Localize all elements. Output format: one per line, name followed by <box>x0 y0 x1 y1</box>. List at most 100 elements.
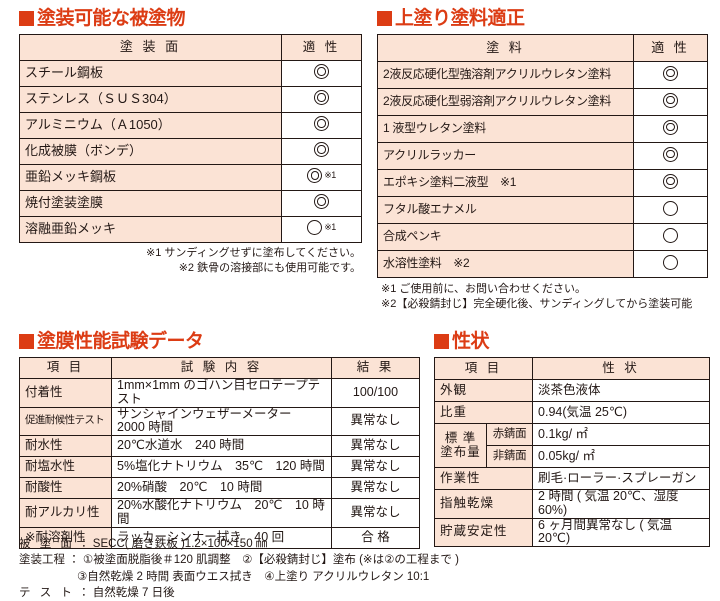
table-row: 耐酸性 20%硝酸 20℃ 10 時間 異常なし <box>19 477 420 499</box>
table-row: 標 準 塗布量 赤錆面 0.1kg/ ㎡ <box>434 423 711 468</box>
table-row: アクリルラッカー <box>377 142 708 170</box>
section-filmtest: 塗膜性能試験データ 項 目 試 験 内 容 結 果 付着性 1mm×1mm のゴ… <box>19 332 420 549</box>
cell-surface: アルミニウム（Ａ1050） <box>19 112 282 139</box>
cell-item: 耐水性 <box>19 435 112 457</box>
cell-result: 異常なし <box>331 435 420 457</box>
cell-value: 0.94(気温 25℃) <box>532 401 711 424</box>
section-title-properties: 性状 <box>434 332 709 351</box>
cell-suitability: ※1 <box>281 216 362 243</box>
table-row: フタル酸エナメル <box>377 196 708 224</box>
footer-line-substrate: 被 塗 面 ： SECC( 磨き鉄板 )1.2×100×150 ㎜ <box>19 538 268 550</box>
section-title-text: 塗装可能な被塗物 <box>37 8 186 29</box>
cell-value: 0.05kg/ ㎡ <box>532 445 711 468</box>
double-circle-icon <box>314 142 329 158</box>
single-circle-icon <box>663 200 678 216</box>
table-header-row: 塗 装 面 適 性 <box>19 34 362 61</box>
footer-line-process: 塗装工程 ： ①被塗面脱脂後＃120 肌調整 ②【必殺錆封じ】塗布 (※は②の工… <box>19 554 459 567</box>
table-row: 2液反応硬化型弱溶剤アクリルウレタン塗料 <box>377 88 708 116</box>
table-topcoat: 塗 料 適 性 2液反応硬化型強溶剤アクリルウレタン塗料 2液反応硬化型弱溶剤ア… <box>377 34 708 278</box>
note-line: ※2【必殺錆封じ】完全硬化後、サンディングしてから塗装可能 <box>381 297 693 310</box>
square-bullet-icon <box>377 11 392 26</box>
notes-coatables: ※1 サンディングせずに塗布してください。 ※2 鉄骨の溶接部にも使用可能です。 <box>19 246 361 276</box>
cell-paint: 合成ペンキ <box>377 223 634 251</box>
footer-line-test: テ ス ト ： 自然乾燥 7 日後 <box>19 586 175 599</box>
footer-value: ①被塗面脱脂後＃120 肌調整 ②【必殺錆封じ】塗布 (※は②の工程まで ) <box>82 554 459 567</box>
cell-suitability <box>281 86 362 113</box>
table-row: 耐アルカリ性 20%水酸化ナトリウム 20℃ 10 時間 異常なし <box>19 498 420 528</box>
single-circle-icon <box>663 227 678 243</box>
cell-testcontent: 20%硝酸 20℃ 10 時間 <box>111 477 332 499</box>
double-circle-icon <box>314 64 329 80</box>
cell-paint: 2液反応硬化型弱溶剤アクリルウレタン塗料 <box>377 88 634 116</box>
cell-suitability <box>633 250 708 278</box>
cell-surface: 化成被膜（ボンデ） <box>19 138 282 165</box>
cell-label: 指触乾燥 <box>433 489 534 519</box>
cell-sublabel: 赤錆面 <box>485 423 534 446</box>
double-circle-icon <box>314 194 329 210</box>
cell-value: 刷毛·ローラー·スプレーガン <box>532 467 711 490</box>
cell-result: 異常なし <box>331 477 420 499</box>
section-coatables: 塗装可能な被塗物 塗 装 面 適 性 スチール鋼板 ステンレス（ＳＵＳ304） <box>19 8 362 276</box>
double-circle-icon <box>314 116 329 132</box>
cell-result: 合 格 <box>331 526 420 549</box>
col-header-item: 項 目 <box>19 357 112 379</box>
cell-testcontent: 1mm×1mm のゴハン目セロテープテスト <box>111 378 332 408</box>
cell-paint: 1 液型ウレタン塗料 <box>377 115 634 143</box>
table-row: スチール鋼板 <box>19 60 362 87</box>
footer-notes: 被 塗 面 ： SECC( 磨き鉄板 )1.2×100×150 ㎜ 塗装工程 ：… <box>19 536 709 601</box>
table-header-row: 塗 料 適 性 <box>377 34 708 62</box>
table-row: 合成ペンキ <box>377 223 708 251</box>
section-title-filmtest: 塗膜性能試験データ <box>19 332 419 351</box>
table-row: 指触乾燥 2 時間 ( 気温 20℃、湿度 60%) <box>433 489 711 519</box>
col-header-paint: 塗 料 <box>377 34 634 62</box>
table-row: 作業性 刷毛·ローラー·スプレーガン <box>433 467 711 490</box>
cell-item: 耐アルカリ性 <box>19 498 112 528</box>
cell-item: 促進耐候性テスト <box>19 406 112 436</box>
table-header-row: 項 目 性 状 <box>433 357 711 380</box>
table-row: エポキシ塗料二液型 ※1 <box>377 169 708 197</box>
double-circle-icon <box>663 173 678 189</box>
notes-topcoat: ※1 ご使用前に、お問い合わせください。 ※2【必殺錆封じ】完全硬化後、サンディ… <box>377 282 707 312</box>
note-line: ※1 サンディングせずに塗布してください。 <box>146 247 361 259</box>
footnote-marker: ※1 <box>324 169 336 180</box>
footer-line-process-cont: ③自然乾燥 2 時間 表面ウエス拭き ④上塗り アクリルウレタン 10:1 <box>77 570 430 583</box>
table-row: アルミニウム（Ａ1050） <box>19 112 362 139</box>
cell-suitability <box>281 190 362 217</box>
note-line: ※2 鉄骨の溶接部にも使用可能です。 <box>178 261 361 274</box>
table-row: 水溶性塗料 ※2 <box>377 250 708 278</box>
table-row: 比重 0.94(気温 25℃) <box>433 401 711 424</box>
cell-result: 異常なし <box>331 456 420 478</box>
cell-value: 6 ヶ月間異常なし ( 気温 20℃) <box>532 517 711 547</box>
cell-value: 0.1kg/ ㎡ <box>532 423 711 446</box>
cell-paint: フタル酸エナメル <box>377 196 634 224</box>
note-line: ※1 ご使用前に、お問い合わせください。 <box>381 283 587 295</box>
footer-label: 塗装工程 <box>19 554 65 567</box>
square-bullet-icon <box>434 334 449 349</box>
table-row: 焼付塗装塗膜 <box>19 190 362 217</box>
footer-label: テ ス ト <box>19 586 75 599</box>
cell-surface: 亜鉛メッキ鋼板 <box>19 164 282 191</box>
cell-surface: ステンレス（ＳＵＳ304） <box>19 86 282 113</box>
table-row: 促進耐候性テスト サンシャインウェザーメーター 2000 時間 異常なし <box>19 406 420 436</box>
cell-suitability <box>633 196 708 224</box>
table-properties: 項 目 性 状 外観 淡茶色液体 比重 0.94(気温 25℃) 標 準 塗布量 <box>433 357 711 547</box>
section-properties: 性状 項 目 性 状 外観 淡茶色液体 比重 0.94(気温 25℃) <box>433 332 711 547</box>
cell-paint: 水溶性塗料 ※2 <box>377 250 634 278</box>
table-row: 貯蔵安定性 6 ヶ月間異常なし ( 気温 20℃) <box>433 517 711 547</box>
footer-value: 自然乾燥 7 日後 <box>92 586 175 599</box>
single-circle-icon <box>663 254 678 270</box>
cell-surface: 溶融亜鉛メッキ <box>19 216 282 243</box>
cell-surface: スチール鋼板 <box>19 60 282 87</box>
double-circle-icon <box>663 146 678 162</box>
double-circle-icon <box>314 90 329 106</box>
cell-surface: 焼付塗装塗膜 <box>19 190 282 217</box>
section-topcoat: 上塗り塗料適正 塗 料 適 性 2液反応硬化型強溶剤アクリルウレタン塗料 2液反… <box>377 9 708 312</box>
double-circle-icon <box>663 65 678 81</box>
cell-suitability <box>633 115 708 143</box>
col-header-result: 結 果 <box>331 357 420 379</box>
single-circle-icon <box>307 220 323 236</box>
table-row: ステンレス（ＳＵＳ304） <box>19 86 362 113</box>
cell-value: 淡茶色液体 <box>532 379 711 402</box>
double-circle-icon <box>307 168 323 184</box>
table-row: 亜鉛メッキ鋼板 ※1 <box>19 164 362 191</box>
